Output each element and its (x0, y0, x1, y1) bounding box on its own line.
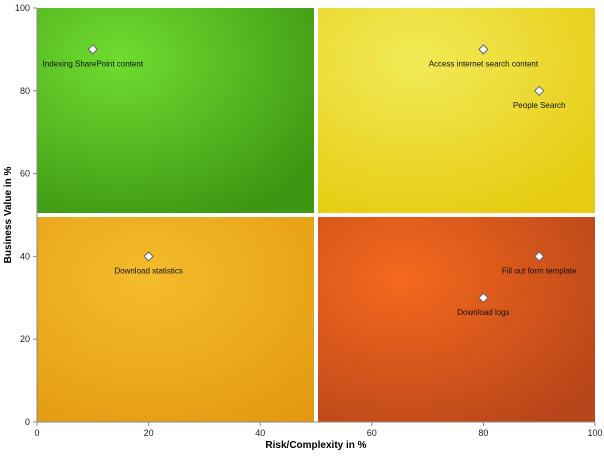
data-points: Indexing SharePoint content Access intern… (43, 44, 577, 317)
data-point-marker (533, 85, 545, 97)
data-point-label: People Search (513, 101, 565, 110)
axes: 0 20 40 60 80 100 0 20 40 60 80 100 (15, 3, 603, 438)
data-point-label: Download statistics (114, 266, 182, 275)
quadrant-bottom-left (37, 217, 314, 422)
y-tick-label: 0 (25, 417, 30, 427)
data-point-marker (478, 44, 489, 55)
data-point-label: Fill out form template (502, 266, 577, 275)
x-tick-label: 0 (34, 428, 39, 438)
data-point-marker (533, 251, 545, 262)
data-point-marker (87, 44, 99, 55)
x-tick-label: 80 (478, 428, 488, 438)
x-tick-label: 100 (587, 428, 602, 438)
y-tick-label: 40 (20, 251, 30, 261)
data-point-label: Download logs (457, 308, 509, 317)
y-tick-label: 80 (20, 86, 30, 96)
x-axis-title: Risk/Complexity in % (265, 440, 366, 451)
data-point-marker (478, 292, 489, 304)
y-axis-title: Business Value in % (3, 167, 14, 264)
quadrant-top-right (318, 8, 595, 213)
quadrant-bottom-right (318, 217, 595, 422)
quadrant-top-left (37, 8, 314, 213)
x-tick-label: 20 (144, 428, 154, 438)
data-point-label: Indexing SharePoint content (43, 59, 144, 68)
data-point-marker (143, 251, 154, 262)
x-tick-label: 60 (367, 428, 377, 438)
x-tick-label: 40 (255, 428, 265, 438)
y-tick-label: 20 (20, 334, 30, 344)
quadrant-backgrounds (37, 8, 595, 422)
data-point-label: Access internet search content (429, 59, 539, 68)
y-tick-label: 100 (15, 3, 30, 13)
y-tick-label: 60 (20, 169, 30, 179)
